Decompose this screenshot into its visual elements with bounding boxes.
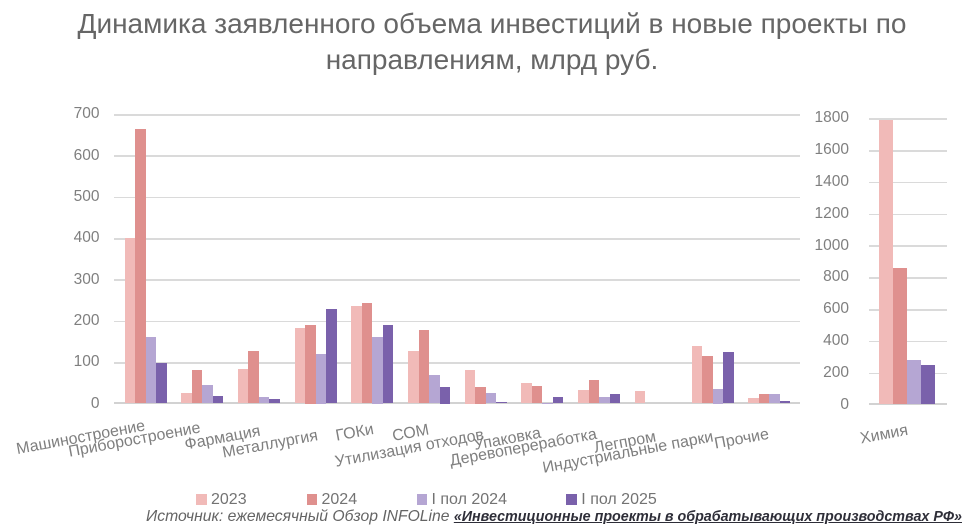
svg-text:Химия: Химия — [859, 422, 910, 448]
svg-text:ГОКи: ГОКи — [334, 421, 375, 445]
svg-text:СОМ: СОМ — [391, 422, 430, 445]
svg-text:Прочие: Прочие — [713, 426, 770, 453]
